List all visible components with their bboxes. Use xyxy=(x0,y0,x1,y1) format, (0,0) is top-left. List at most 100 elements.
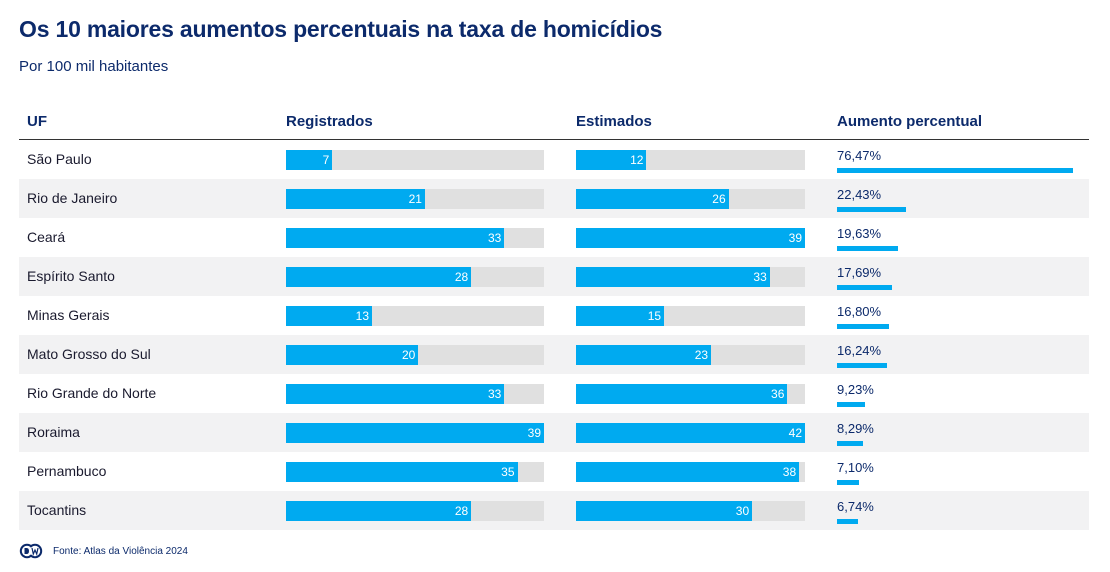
registrados-track: 28 xyxy=(286,267,544,287)
aumento-bar xyxy=(837,285,892,290)
registrados-value-label: 21 xyxy=(408,192,422,206)
uf-label: Roraima xyxy=(27,424,80,440)
estimados-value-label: 36 xyxy=(771,387,785,401)
estimados-track: 42 xyxy=(576,423,805,443)
table-row: São Paulo 7 12 76,47% xyxy=(19,140,1089,179)
aumento-bar xyxy=(837,324,889,329)
registrados-value-label: 7 xyxy=(322,153,330,167)
uf-label: São Paulo xyxy=(27,151,92,167)
estimados-value-label: 23 xyxy=(694,348,709,362)
table-row: Rio Grande do Norte 33 36 9,23% xyxy=(19,374,1089,413)
table-row: Espírito Santo 28 33 17,69% xyxy=(19,257,1089,296)
table-row: Roraima 39 42 8,29% xyxy=(19,413,1089,452)
aumento-value-label: 8,29% xyxy=(837,421,874,436)
registrados-bar: 33 xyxy=(286,228,505,248)
registrados-bar: 33 xyxy=(286,384,505,404)
estimados-bar: 36 xyxy=(576,384,788,404)
registrados-value-label: 39 xyxy=(527,426,541,440)
aumento-bar xyxy=(837,207,907,212)
estimados-bar: 12 xyxy=(576,150,647,170)
aumento-value-label: 16,80% xyxy=(837,304,882,319)
header-divider xyxy=(19,139,1089,140)
estimados-track: 38 xyxy=(576,462,805,482)
uf-label: Minas Gerais xyxy=(27,307,110,323)
aumento-bar xyxy=(837,168,1073,173)
estimados-track: 33 xyxy=(576,267,805,287)
header-estimados: Estimados xyxy=(576,113,652,130)
header-registrados: Registrados xyxy=(286,113,373,130)
aumento-bar xyxy=(837,246,898,251)
estimados-bar: 33 xyxy=(576,267,770,287)
header-aumento: Aumento percentual xyxy=(837,113,983,130)
registrados-value-label: 35 xyxy=(501,465,515,479)
dw-logo-icon xyxy=(19,543,43,559)
registrados-bar: 13 xyxy=(286,306,372,326)
estimados-track: 30 xyxy=(576,501,805,521)
table-row: Minas Gerais 13 15 16,80% xyxy=(19,296,1089,335)
uf-label: Pernambuco xyxy=(27,463,107,479)
aumento-bar xyxy=(837,441,863,446)
registrados-track: 28 xyxy=(286,501,544,521)
registrados-value-label: 33 xyxy=(487,387,502,401)
estimados-value-label: 33 xyxy=(753,270,767,284)
aumento-bar xyxy=(837,363,888,368)
registrados-bar: 35 xyxy=(286,462,518,482)
registrados-track: 33 xyxy=(286,228,544,248)
registrados-bar: 20 xyxy=(286,345,419,365)
table-row: Pernambuco 35 38 7,10% xyxy=(19,452,1089,491)
uf-label: Espírito Santo xyxy=(27,268,115,284)
registrados-track: 13 xyxy=(286,306,544,326)
estimados-track: 36 xyxy=(576,384,805,404)
estimados-track: 15 xyxy=(576,306,805,326)
registrados-bar: 28 xyxy=(286,501,472,521)
aumento-value-label: 17,69% xyxy=(837,265,882,280)
estimados-track: 39 xyxy=(576,228,805,248)
estimados-value-label: 26 xyxy=(712,192,726,206)
registrados-value-label: 28 xyxy=(454,270,469,284)
aumento-bar xyxy=(837,519,858,524)
chart-title: Os 10 maiores aumentos percentuais na ta… xyxy=(19,16,663,42)
registrados-value-label: 13 xyxy=(355,309,369,323)
uf-label: Ceará xyxy=(27,229,66,245)
table-row: Rio de Janeiro 21 26 22,43% xyxy=(19,179,1089,218)
estimados-value-label: 15 xyxy=(647,309,662,323)
aumento-value-label: 22,43% xyxy=(837,187,882,202)
registrados-bar: 21 xyxy=(286,189,425,209)
registrados-value-label: 28 xyxy=(454,504,469,518)
registrados-track: 21 xyxy=(286,189,544,209)
registrados-value-label: 33 xyxy=(487,231,502,245)
table-row: Mato Grosso do Sul 20 23 16,24% xyxy=(19,335,1089,374)
estimados-value-label: 42 xyxy=(788,426,802,440)
estimados-value-label: 39 xyxy=(788,231,802,245)
estimados-bar: 26 xyxy=(576,189,729,209)
aumento-value-label: 7,10% xyxy=(837,460,874,475)
registrados-track: 35 xyxy=(286,462,544,482)
registrados-bar: 28 xyxy=(286,267,472,287)
table-row: Ceará 33 39 19,63% xyxy=(19,218,1089,257)
aumento-value-label: 16,24% xyxy=(837,343,882,358)
aumento-bar xyxy=(837,480,859,485)
estimados-bar: 39 xyxy=(576,228,805,248)
aumento-value-label: 9,23% xyxy=(837,382,874,397)
chart-subtitle: Por 100 mil habitantes xyxy=(19,58,169,75)
aumento-value-label: 76,47% xyxy=(837,148,882,163)
source-text: Fonte: Atlas da Violência 2024 xyxy=(53,545,188,557)
estimados-track: 23 xyxy=(576,345,805,365)
estimados-value-label: 12 xyxy=(630,153,644,167)
registrados-bar: 39 xyxy=(286,423,544,443)
estimados-track: 26 xyxy=(576,189,805,209)
header-uf: UF xyxy=(27,113,47,130)
uf-label: Mato Grosso do Sul xyxy=(27,346,151,362)
estimados-bar: 42 xyxy=(576,423,805,443)
uf-label: Rio Grande do Norte xyxy=(27,385,157,401)
aumento-value-label: 6,74% xyxy=(837,499,874,514)
estimados-track: 12 xyxy=(576,150,805,170)
registrados-bar: 7 xyxy=(286,150,333,170)
table-row: Tocantins 28 30 6,74% xyxy=(19,491,1089,530)
registrados-track: 33 xyxy=(286,384,544,404)
estimados-bar: 30 xyxy=(576,501,753,521)
estimados-value-label: 38 xyxy=(782,465,797,479)
uf-label: Tocantins xyxy=(27,502,87,518)
footer: Fonte: Atlas da Violência 2024 xyxy=(19,542,188,560)
registrados-value-label: 20 xyxy=(401,348,416,362)
